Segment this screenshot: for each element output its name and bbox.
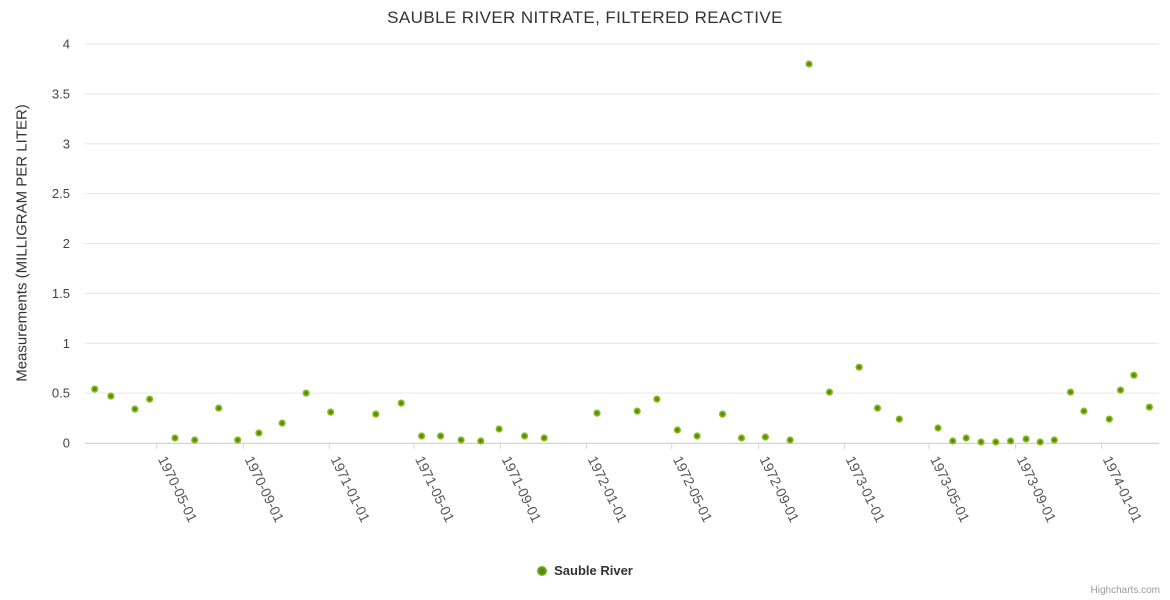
- data-point[interactable]: [673, 426, 682, 434]
- data-point[interactable]: [693, 432, 701, 440]
- data-point[interactable]: [1050, 436, 1058, 444]
- y-tick-label: 4: [63, 37, 70, 52]
- data-point[interactable]: [737, 434, 746, 442]
- data-point[interactable]: [1066, 388, 1075, 396]
- series-sauble-river: [91, 60, 1153, 446]
- data-point[interactable]: [215, 404, 223, 412]
- data-point[interactable]: [520, 432, 529, 440]
- data-point[interactable]: [825, 388, 834, 396]
- legend-label: Sauble River: [554, 563, 633, 578]
- data-point[interactable]: [107, 392, 115, 400]
- data-point[interactable]: [191, 436, 199, 444]
- x-tick-label: 1973-09-01: [1014, 453, 1060, 525]
- y-tick-label: 3: [63, 136, 70, 151]
- data-point[interactable]: [1080, 407, 1088, 415]
- data-point[interactable]: [1130, 371, 1138, 379]
- data-point[interactable]: [805, 60, 813, 68]
- data-point[interactable]: [437, 432, 445, 440]
- y-tick-label: 2: [63, 236, 70, 251]
- data-point[interactable]: [718, 410, 727, 418]
- y-tick-label: 1: [63, 336, 70, 351]
- data-point[interactable]: [873, 404, 882, 412]
- legend-marker-icon: [537, 565, 548, 576]
- y-tick-label: 3.5: [52, 86, 70, 101]
- y-tick-label: 1.5: [52, 286, 70, 301]
- x-tick-label: 1970-09-01: [242, 453, 288, 525]
- data-point[interactable]: [397, 399, 405, 407]
- data-point[interactable]: [962, 434, 970, 442]
- x-tick-label: 1971-01-01: [328, 453, 374, 525]
- y-tick-label: 0: [63, 436, 70, 451]
- grid-lines: [85, 43, 1159, 444]
- x-tick-label: 1972-09-01: [757, 453, 803, 525]
- data-point[interactable]: [949, 437, 957, 445]
- chart-title: SAUBLE RIVER NITRATE, FILTERED REACTIVE: [387, 8, 783, 27]
- plot-area: 0 0.5 1 1.5 2 2.5 3 3.5 4 1970-05-01 1970-09-01 197…: [52, 37, 1159, 525]
- data-point[interactable]: [761, 433, 770, 441]
- data-point[interactable]: [1116, 386, 1125, 394]
- data-point[interactable]: [934, 424, 942, 432]
- data-point[interactable]: [418, 432, 426, 440]
- x-tick-label: 1973-05-01: [927, 453, 973, 525]
- data-point[interactable]: [146, 395, 154, 403]
- data-point[interactable]: [302, 389, 310, 397]
- data-point[interactable]: [477, 437, 485, 445]
- data-point[interactable]: [1036, 438, 1044, 446]
- y-tick-label: 0.5: [52, 386, 70, 401]
- data-point[interactable]: [91, 385, 99, 393]
- data-point[interactable]: [327, 408, 335, 416]
- x-tick-label: 1970-05-01: [155, 453, 201, 525]
- data-point[interactable]: [1145, 403, 1153, 411]
- data-point[interactable]: [1022, 435, 1030, 443]
- x-tick-label: 1974-01-01: [1100, 453, 1146, 525]
- data-point[interactable]: [255, 429, 263, 437]
- x-tick-label: 1971-05-01: [412, 453, 458, 525]
- data-point[interactable]: [1007, 437, 1015, 445]
- data-point[interactable]: [653, 395, 661, 403]
- data-point[interactable]: [131, 405, 139, 413]
- data-point[interactable]: [171, 434, 179, 442]
- data-point[interactable]: [633, 407, 641, 415]
- data-point[interactable]: [234, 436, 242, 444]
- data-point[interactable]: [855, 363, 863, 371]
- x-tick-label: 1972-05-01: [670, 453, 716, 525]
- x-tick-label: 1971-09-01: [499, 453, 545, 525]
- data-point[interactable]: [278, 419, 286, 427]
- data-point[interactable]: [1105, 415, 1113, 423]
- data-point[interactable]: [593, 409, 601, 417]
- highcharts-credits-link[interactable]: Highcharts.com: [1090, 585, 1160, 596]
- x-tick-label: 1973-01-01: [843, 453, 889, 525]
- y-tick-label: 2.5: [52, 186, 70, 201]
- data-point[interactable]: [495, 425, 503, 433]
- data-point[interactable]: [372, 410, 380, 418]
- data-point[interactable]: [457, 436, 465, 444]
- data-point[interactable]: [786, 436, 794, 444]
- axis-labels: 0 0.5 1 1.5 2 2.5 3 3.5 4 1970-05-01 1970-09-01 197…: [52, 37, 1146, 525]
- data-point[interactable]: [992, 438, 1000, 446]
- data-point[interactable]: [977, 438, 985, 446]
- data-point[interactable]: [895, 415, 903, 423]
- legend-item-sauble-river[interactable]: Sauble River: [0, 563, 1170, 578]
- data-point[interactable]: [540, 434, 548, 442]
- x-tick-label: 1972-01-01: [585, 453, 631, 525]
